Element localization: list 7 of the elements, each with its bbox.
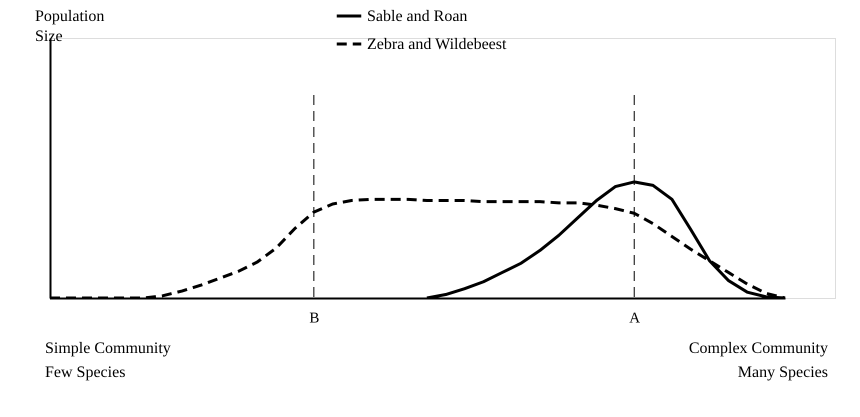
text: Population Size bbox=[35, 8, 104, 45]
legend-label: Sable and Roan bbox=[367, 8, 468, 25]
x-tick-label: B bbox=[309, 310, 320, 326]
text: Simple Community Few Species bbox=[45, 340, 171, 381]
legend-label: Zebra and Wildebeest bbox=[367, 36, 507, 53]
x-tick-label: A bbox=[629, 310, 640, 326]
text: Complex Community Many Species bbox=[688, 340, 828, 381]
